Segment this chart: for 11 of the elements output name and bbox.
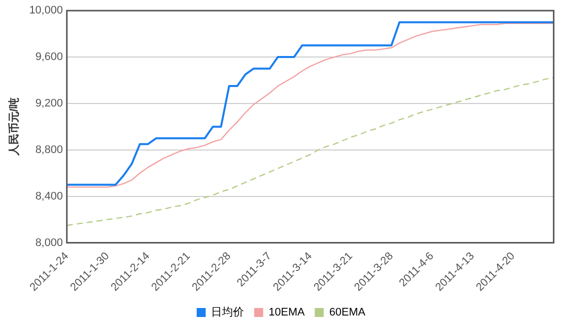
legend-label: 10EMA bbox=[268, 306, 306, 319]
y-tick-label: 8,000 bbox=[35, 236, 63, 249]
line-series bbox=[66, 77, 554, 226]
y-tick-label: 8,400 bbox=[35, 190, 63, 202]
y-tick-label: 10,000 bbox=[29, 4, 63, 17]
y-tick-label: 8,800 bbox=[35, 144, 63, 156]
legend-label: 60EMA bbox=[329, 306, 366, 319]
y-tick-label: 9,600 bbox=[35, 51, 63, 64]
legend-label: 日均价 bbox=[211, 306, 244, 319]
y-tick-label: 9,200 bbox=[35, 98, 63, 110]
y-axis-title: 人民币元/吨 bbox=[8, 98, 21, 157]
